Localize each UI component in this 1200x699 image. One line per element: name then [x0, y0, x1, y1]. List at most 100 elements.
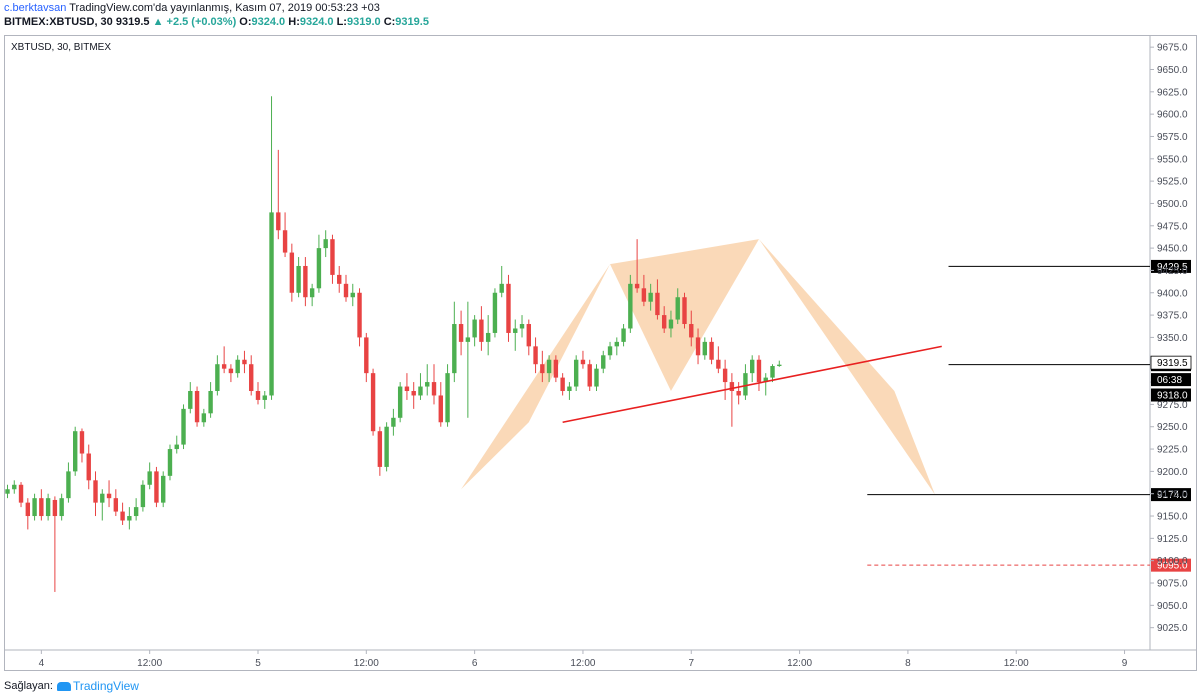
candle-body — [127, 516, 132, 521]
candle-body — [181, 408, 186, 445]
x-tick-label: 12:00 — [1004, 658, 1029, 669]
candle-body — [601, 355, 606, 369]
x-tick-label: 4 — [39, 658, 45, 669]
candle-body — [242, 359, 247, 365]
candle-body — [431, 382, 437, 396]
current-price-tag — [1151, 373, 1191, 387]
harmonic-pattern-triangle — [461, 264, 611, 490]
candle-body — [438, 395, 443, 423]
low-value: 9319.0 — [346, 16, 381, 28]
price-level-tag — [1151, 558, 1191, 572]
candle-body — [614, 341, 619, 347]
candle-body — [465, 337, 471, 342]
candle-body — [655, 292, 660, 316]
candle-body — [485, 332, 491, 342]
candle-body — [499, 283, 504, 293]
candle-body — [45, 498, 51, 517]
y-tick-label: 9150.0 — [1157, 512, 1188, 523]
chart-title: XBTUSD, 30, BITMEX — [11, 42, 111, 53]
y-tick-label: 9600.0 — [1157, 110, 1188, 121]
candle-body — [750, 359, 755, 374]
candle-body — [113, 498, 119, 512]
candle-body — [587, 364, 592, 387]
brand-label: TradingView — [72, 679, 139, 693]
harmonic-pattern-triangle — [758, 239, 935, 495]
y-tick-label: 9450.0 — [1157, 244, 1188, 255]
candle-body — [506, 283, 511, 333]
symbol-label: BITMEX:XBTUSD, 30 — [4, 16, 113, 28]
candle-body — [100, 493, 105, 503]
candle-body — [736, 391, 741, 396]
candle-body — [445, 373, 450, 423]
candle-body — [384, 426, 389, 467]
candle-body — [249, 364, 254, 392]
candle-body — [52, 499, 58, 517]
trend-line — [562, 345, 942, 424]
last-price: 9319.5 — [115, 16, 150, 28]
footer: Sağlayan: TradingView — [4, 679, 139, 693]
candle-body — [743, 373, 748, 396]
chart-panel[interactable]: XBTUSD, 30, BITMEX 9429.5 9319.5 9174.0 9095… — [4, 35, 1197, 671]
tradingview-logo[interactable]: TradingView — [56, 679, 139, 693]
provider-label: Sağlayan: — [4, 680, 53, 692]
y-tick-label: 9200.0 — [1157, 467, 1188, 478]
y-tick-label: 9525.0 — [1157, 177, 1188, 188]
x-tick-label: 12:00 — [354, 658, 379, 669]
price-level-label: 9095.0 — [1157, 561, 1188, 572]
author-link[interactable]: c.berktavsan — [4, 2, 67, 14]
candle-body — [147, 471, 152, 485]
candle-body — [404, 386, 410, 392]
publish-text: TradingView.com'da yayınlanmış, Kasım 07… — [69, 2, 380, 14]
candle-body — [560, 377, 565, 392]
x-tick-label: 12:00 — [570, 658, 595, 669]
y-tick-label: 9675.0 — [1157, 43, 1188, 54]
candle-body — [452, 324, 457, 374]
candle-body — [221, 364, 227, 369]
candle-body — [201, 413, 207, 423]
candle-body — [458, 324, 464, 342]
y-tick-label: 9025.0 — [1157, 623, 1188, 634]
candle-body — [350, 292, 355, 298]
price-level-label: 9174.0 — [1157, 490, 1188, 501]
y-tick-label: 9125.0 — [1157, 534, 1188, 545]
candle-body — [513, 328, 518, 333]
y-tick-label: 9350.0 — [1157, 333, 1188, 344]
candle-body — [770, 365, 775, 378]
x-tick-label: 7 — [688, 658, 694, 669]
current-price-label: 06:38 — [1157, 375, 1182, 386]
candle-body — [39, 498, 44, 517]
candle-body — [174, 444, 179, 450]
candle-body — [648, 292, 653, 302]
candle-body — [296, 265, 301, 293]
price-level-label: 9429.5 — [1157, 262, 1188, 273]
current-price-tag — [1150, 355, 1192, 370]
candle-body — [161, 475, 166, 503]
current-price-label: 9319.5 — [1157, 358, 1188, 369]
x-tick-label: 9 — [1122, 658, 1128, 669]
low-label: L: — [336, 16, 347, 28]
candle-body — [309, 288, 315, 298]
candle-body — [79, 431, 85, 454]
candle-body — [106, 493, 112, 499]
current-price-label: 9318.0 — [1157, 391, 1188, 402]
candle-body — [133, 507, 139, 517]
candle-body — [377, 431, 383, 467]
y-tick-label: 9100.0 — [1157, 556, 1188, 567]
candle-body — [695, 337, 701, 356]
x-tick-label: 5 — [255, 658, 261, 669]
candle-body — [763, 377, 768, 383]
candle-body — [12, 484, 17, 490]
candle-body — [621, 328, 626, 342]
candle-body — [269, 212, 274, 396]
candle-body — [567, 386, 572, 392]
y-tick-label: 9375.0 — [1157, 311, 1188, 322]
high-label: H: — [288, 16, 300, 28]
candle-body — [323, 239, 328, 249]
candle-body — [573, 359, 579, 387]
candle-body — [337, 274, 342, 284]
y-tick-label: 9625.0 — [1157, 87, 1188, 98]
candle-body — [391, 417, 396, 427]
candlestick-chart[interactable]: XBTUSD, 30, BITMEX 9429.5 9319.5 9174.0 9095… — [5, 36, 1196, 670]
candle-body — [215, 364, 220, 392]
candle-body — [370, 373, 376, 432]
